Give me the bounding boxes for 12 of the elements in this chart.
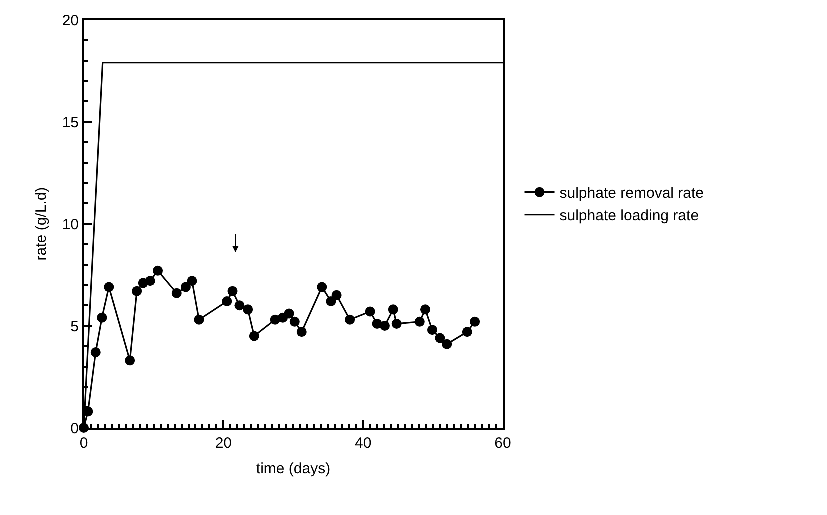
y-tick-label: 20 [62,12,79,30]
x-tick-label: 40 [354,435,372,452]
y-tick-label: 0 [70,420,79,438]
y-tick-label: 15 [62,114,79,132]
x-axis-title: time (days) [256,460,331,478]
y-tick-label: 5 [70,318,79,336]
y-axis-title: rate (g/L.d) [33,187,50,261]
x-tick-label: 60 [494,435,512,452]
legend-label: sulphate removal rate [560,185,704,202]
x-tick-label: 20 [215,435,232,452]
y-tick-label: 10 [62,216,79,234]
legend-label: sulphate loading rate [560,208,700,225]
